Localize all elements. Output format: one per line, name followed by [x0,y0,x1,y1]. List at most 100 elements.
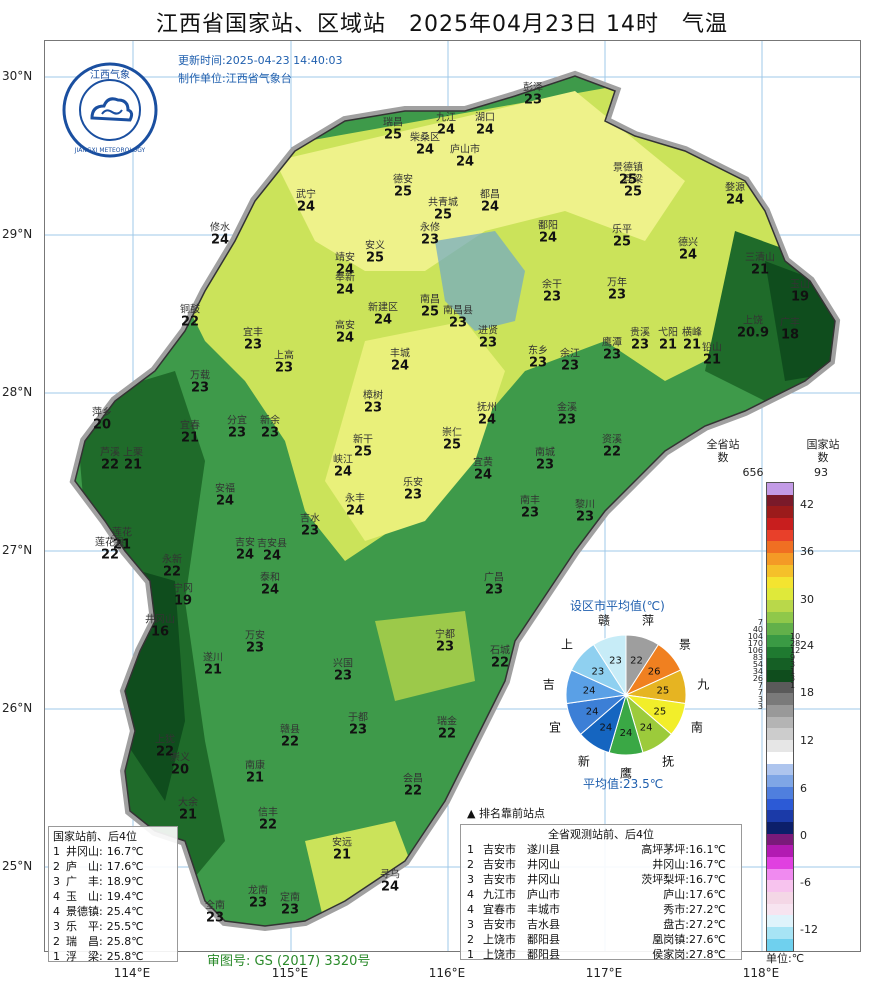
national-rank-rank: 2 [53,935,60,948]
color-scale-segment [767,634,793,647]
station-name: 寻乌 [380,869,400,881]
lat-label-29: 29°N [2,227,33,241]
station-temperature: 23 [602,347,622,363]
national-rank-rank: 2 [53,860,60,873]
color-scale-segment [767,880,793,893]
station-name: 余江 [560,348,580,360]
station-temperature: 24 [380,879,400,895]
station-temperature: 24 [335,262,355,278]
station-temperature: 25 [353,444,373,460]
all-rank-station: 侯家岗: [652,948,689,961]
national-rank-rank: 1 [53,950,60,963]
station-name: 横峰 [682,327,702,339]
station-temperature: 24 [215,493,235,509]
national-rank-name: 乐 平: [66,920,103,933]
station-name: 大余 [178,797,198,809]
station-temperature: 23 [245,640,265,656]
all-rank-city: 九江市 [483,888,516,901]
national-rank-rank: 3 [53,920,60,933]
all-rank-row: 1 上饶市 鄱阳县 侯家岗:27.8℃ [467,947,735,962]
all-rank-rank: 4 [467,888,474,901]
national-rank-value: 16.7℃ [106,845,144,858]
station-name: 上高 [274,350,294,362]
color-scale-tick: 42 [800,498,814,511]
national-rank-name: 广 丰: [66,875,103,888]
station-name: 南城 [535,447,555,459]
all-rank-city: 吉安市 [483,918,516,931]
station-temperature: 22 [258,817,278,833]
all-rank-value: 27.2℃ [689,903,726,916]
station-name: 新干 [353,434,373,446]
temperature-map [45,41,860,951]
all-rank-value: 27.2℃ [689,918,726,931]
station-temperature: 23 [557,412,577,428]
national-rank-title: 国家站前、后4位 [53,830,137,843]
station-temperature: 23 [190,380,210,396]
color-scale-segment [767,751,793,764]
station-name: 乐安 [403,477,423,489]
station-temperature: 21 [750,262,770,278]
station-name: 上栗 [123,447,143,459]
central-yellow-zone [325,321,505,541]
color-scale-segment [767,763,793,776]
station-name: 广丰 [780,317,800,329]
color-scale-right-count: 9 [790,653,796,662]
lat-label-30: 30°N [2,69,33,83]
color-scale-segment [767,716,793,729]
maker: 制作单位:江西省气象台 [178,72,292,85]
station-temperature: 24 [473,467,493,483]
pie-city-label: 鹰 [619,766,633,781]
station-temperature: 23 [348,722,368,738]
station-temperature: 23 [260,425,280,441]
station-temperature: 24 [390,358,410,374]
station-name: 遂川 [203,652,223,664]
station-temperature: 21 [112,537,132,553]
national-rank-value: 19.4℃ [106,890,144,903]
station-name: 庐山市 [450,144,480,156]
pie-city-label: 景 [678,637,691,652]
color-scale-segment [767,553,793,565]
color-scale-segment [767,810,793,822]
color-scale-segment [767,658,793,670]
station-name: 宜春 [180,420,200,432]
station-temperature: 22 [437,726,457,742]
color-scale-segment [767,588,793,600]
station-name: 万年 [607,277,627,289]
station-temperature: 25 [393,184,413,200]
pie-city-label: 南 [690,720,703,735]
all-rank-county: 丰城市 [527,903,560,916]
station-name: 金溪 [557,402,577,414]
station-name: 新余 [260,415,280,427]
color-scale-segment [767,938,793,951]
station-temperature: 21 [332,847,352,863]
color-scale-segment [767,611,793,624]
color-scale-segment [767,705,793,717]
station-name: 石城 [490,645,510,657]
station-name: 安福 [215,483,235,495]
station-name: 南昌 [420,294,440,306]
station-temperature: 22 [602,444,622,460]
station-name: 高安 [335,320,355,332]
update-time: 更新时间:2025-04-23 14:40:03 [178,54,343,67]
station-name: 靖安 [335,252,355,264]
station-temperature: 24 [455,154,475,170]
station-name: 婺源 [725,182,745,194]
all-rank-city: 上饶市 [483,948,516,961]
all-rank-station: 盘古: [663,918,689,931]
station-temperature: 22 [100,457,120,473]
station-temperature: 24 [538,230,558,246]
station-name: 鄱阳 [538,220,558,232]
pie-slice [592,634,627,697]
color-scale-segment [767,845,793,857]
station-name: 玉山 [790,279,810,291]
all-rank-station: 凰岗镇: [652,933,689,946]
national-rank-value: 25.8℃ [106,935,144,948]
station-temperature: 24 [335,282,355,298]
national-rank-row: 1 浮 梁: 25.8℃ [53,949,173,964]
all-rank-title: 全省观测站前、后4位 [548,828,654,841]
logo-top-text: 江西气象 [90,68,130,81]
station-temperature: 23 [448,315,468,331]
color-scale-left-count: 7 [757,618,763,627]
station-name: 柴桑区 [410,132,440,144]
station-temperature: 25 [420,304,440,320]
